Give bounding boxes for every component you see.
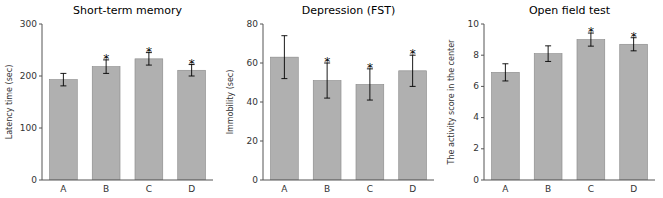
y-tick-label: 4 (473, 112, 479, 122)
x-axis (263, 180, 434, 181)
y-axis-label: Immobility (sec) (226, 70, 235, 135)
bar (399, 71, 427, 180)
y-axis-label: The activity score in the center (447, 39, 456, 165)
annotation: * (103, 52, 109, 66)
x-tick-label: C (367, 184, 373, 194)
panel: Depression (FST) Immobility (sec) 0 20 40 60 8… (226, 4, 435, 194)
x-tick-label: C (588, 184, 594, 194)
bar (178, 70, 206, 180)
error-bar (502, 64, 508, 81)
annotation: * (189, 57, 195, 71)
bar (534, 54, 562, 180)
x-tick-label: A (502, 184, 509, 194)
y-tick-label: 10 (468, 19, 480, 29)
x-axis (42, 180, 213, 181)
bar (92, 67, 120, 180)
plot-area (491, 33, 647, 180)
y-tick-label: 6 (473, 81, 479, 91)
x-axis (484, 180, 655, 181)
y-axis (263, 24, 264, 180)
y-tick-label: 0 (473, 175, 479, 185)
title: Depression (FST) (302, 4, 395, 17)
figure: Short-term memoryLatency time (sec)01002… (0, 0, 663, 198)
annotation: * (410, 47, 416, 61)
y-axis (42, 24, 43, 180)
bar (491, 72, 519, 180)
title: Open field test (529, 4, 611, 17)
bar (49, 80, 77, 180)
x-tick-label: B (324, 184, 330, 194)
bar (620, 44, 648, 180)
error-bar (545, 46, 551, 62)
annotation: * (146, 45, 152, 59)
y-axis (484, 24, 485, 180)
y-tick-label: 300 (20, 19, 37, 29)
panel: Open field test The activity score in the… (447, 4, 656, 194)
y-tick-label: 200 (20, 71, 37, 81)
y-tick-label: 2 (473, 143, 479, 153)
y-tick-label: 100 (20, 123, 37, 133)
y-axis-label: Latency time (sec) (5, 65, 14, 140)
y-tick-label: 0 (31, 175, 37, 185)
x-tick-label: D (188, 184, 195, 194)
annotation: * (631, 30, 637, 44)
y-tick-label: 0 (252, 175, 258, 185)
x-tick-label: D (409, 184, 416, 194)
x-tick-label: A (281, 184, 288, 194)
plot-area (270, 36, 426, 180)
annotation: * (367, 61, 373, 75)
y-tick-label: 20 (247, 136, 259, 146)
x-tick-label: A (60, 184, 67, 194)
y-tick-label: 8 (473, 50, 479, 60)
bar (135, 59, 163, 180)
y-tick-label: 40 (247, 97, 259, 107)
x-tick-label: B (545, 184, 551, 194)
y-tick-label: 80 (247, 19, 259, 29)
title: Short-term memory (73, 4, 183, 17)
plot-area (49, 53, 205, 180)
annotation: * (588, 25, 594, 39)
error-bar (281, 36, 287, 79)
x-tick-label: C (146, 184, 152, 194)
y-tick-label: 60 (247, 58, 259, 68)
bar (577, 40, 605, 180)
x-tick-label: D (630, 184, 637, 194)
annotation: * (324, 55, 330, 69)
x-tick-label: B (103, 184, 109, 194)
error-bar (60, 73, 66, 85)
panel: Short-term memory Latency time (sec) 0 100 2… (5, 4, 214, 194)
